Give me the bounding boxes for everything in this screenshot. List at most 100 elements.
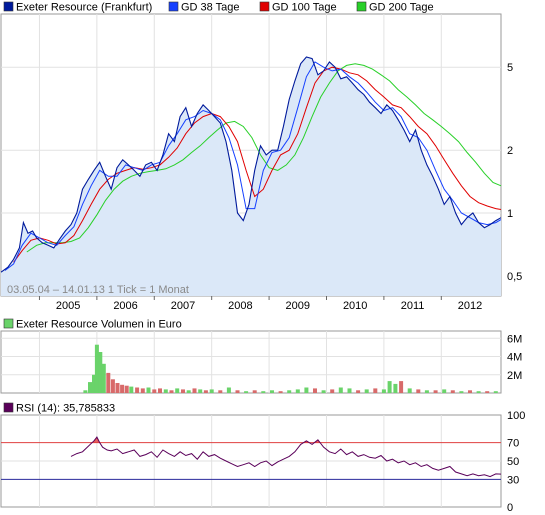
- price-x-tick-label: 2009: [286, 300, 310, 312]
- volume-bar: [493, 391, 498, 393]
- volume-bar: [387, 381, 392, 393]
- price-area: [1, 57, 501, 296]
- volume-bar: [304, 387, 309, 393]
- price-x-tick-label: 2006: [113, 300, 137, 312]
- volume-bar: [135, 387, 140, 393]
- volume-bar: [88, 382, 92, 393]
- rsi-legend[interactable]: RSI (14): 35,785833: [3, 403, 115, 415]
- legend-item-gd38[interactable]: GD 38 Tage: [168, 2, 240, 14]
- volume-legend-label: Exeter Resource Volumen in Euro: [16, 319, 182, 331]
- rsi-y-tick-label: 30: [507, 474, 519, 486]
- series-line-gd38: [4, 61, 502, 271]
- volume-bar: [468, 390, 472, 393]
- volume-bar: [146, 387, 151, 393]
- rsi-y-tick-label: 50: [507, 456, 519, 468]
- volume-bar: [124, 385, 129, 393]
- volume-bar: [252, 390, 257, 393]
- volume-bar: [459, 391, 464, 393]
- series-line-gd200: [26, 63, 502, 253]
- volume-bar: [163, 389, 168, 393]
- volume-bar: [278, 391, 283, 393]
- volume-bar: [192, 388, 197, 393]
- price-x-tick-label: 2010: [343, 300, 367, 312]
- date-range-info: 03.05.04 – 14.01.13 1 Tick = 1 Monat: [7, 284, 189, 296]
- legend: Exeter Resource (Frankfurt) GD 38 Tage G…: [3, 2, 434, 14]
- price-y-tick-label: 1: [507, 208, 513, 220]
- volume-bar: [186, 390, 191, 393]
- rsi-y-ticks: 0 30 50 70 100: [507, 410, 525, 514]
- price-x-tick-label: 2005: [56, 300, 80, 312]
- rsi-legend-label: RSI (14): 35,785833: [16, 403, 115, 415]
- volume-bar: [181, 389, 185, 393]
- volume-bar: [485, 391, 490, 393]
- volume-bar: [364, 389, 369, 393]
- volume-bars: [83, 344, 498, 393]
- legend-item-price[interactable]: Exeter Resource (Frankfurt): [3, 2, 152, 14]
- price-series: [0, 56, 502, 273]
- rsi-line: [70, 436, 502, 478]
- series-line-gd100: [13, 66, 502, 263]
- volume-y-ticks: 2M 4M 6M: [507, 333, 522, 381]
- legend-item-gd100[interactable]: GD 100 Tage: [259, 2, 337, 14]
- volume-bar: [169, 390, 174, 393]
- price-x-tick-label: 2012: [458, 300, 482, 312]
- price-x-ticks: 2005 2006 2007 2008 2009 2010 2011 2012: [38, 296, 482, 312]
- volume-bar: [152, 389, 157, 393]
- volume-y-tick-label: 4M: [507, 352, 522, 364]
- legend-gd38-label: GD 38 Tage: [181, 2, 240, 14]
- volume-bar: [98, 352, 103, 393]
- volume-bar: [287, 390, 292, 393]
- volume-bar: [450, 390, 455, 393]
- volume-gridlines: [1, 331, 501, 393]
- legend-gd200-label: GD 200 Tage: [369, 2, 434, 14]
- volume-bar: [330, 389, 335, 393]
- price-y-ticks: 0,5 1 2 5: [507, 62, 522, 283]
- price-x-tick-label: 2008: [228, 300, 252, 312]
- volume-bar: [106, 372, 111, 393]
- price-y-tick-label: 0,5: [507, 271, 522, 283]
- volume-bar: [120, 384, 125, 393]
- volume-bar: [129, 386, 134, 393]
- price-x-tick-label: 2007: [171, 300, 195, 312]
- volume-bar: [158, 388, 162, 393]
- volume-bar: [198, 389, 203, 393]
- volume-bar: [261, 391, 266, 393]
- legend-gd100-label: GD 100 Tage: [272, 2, 337, 14]
- volume-bar: [218, 390, 223, 393]
- volume-plot-frame: [0, 330, 502, 394]
- rsi-panel: 0 30 50 70 100: [0, 410, 525, 514]
- volume-bar: [226, 387, 231, 393]
- volume-bar: [295, 389, 300, 393]
- volume-panel: 2M 4M 6M: [0, 330, 522, 394]
- rsi-y-tick-label: 100: [507, 410, 525, 422]
- volume-bar: [244, 391, 249, 393]
- rsi-gridlines: [1, 415, 501, 507]
- legend-item-gd200[interactable]: GD 200 Tage: [356, 2, 434, 14]
- volume-legend[interactable]: Exeter Resource Volumen in Euro: [3, 319, 182, 331]
- volume-bar: [433, 390, 438, 393]
- volume-bar: [101, 363, 106, 393]
- volume-bar: [321, 390, 326, 393]
- volume-bar: [393, 383, 398, 393]
- volume-bar: [94, 344, 99, 393]
- volume-bar: [356, 390, 361, 393]
- volume-bar: [270, 390, 274, 393]
- volume-bar: [83, 390, 88, 393]
- volume-bar: [175, 388, 180, 393]
- volume-bar: [115, 383, 120, 393]
- volume-bar: [442, 389, 447, 393]
- volume-bar: [416, 389, 421, 393]
- legend-price-label: Exeter Resource (Frankfurt): [16, 2, 152, 14]
- rsi-y-tick-label: 0: [507, 502, 513, 514]
- volume-bar: [92, 374, 96, 393]
- series-line-price: [0, 56, 502, 273]
- price-x-tick-label: 2011: [401, 300, 425, 312]
- volume-bar: [203, 390, 208, 393]
- rsi-y-tick-label: 70: [507, 438, 519, 450]
- price-y-tick-label: 2: [507, 145, 513, 157]
- volume-bar: [235, 390, 240, 393]
- volume-bar: [110, 379, 115, 393]
- volume-y-tick-label: 2M: [507, 370, 522, 382]
